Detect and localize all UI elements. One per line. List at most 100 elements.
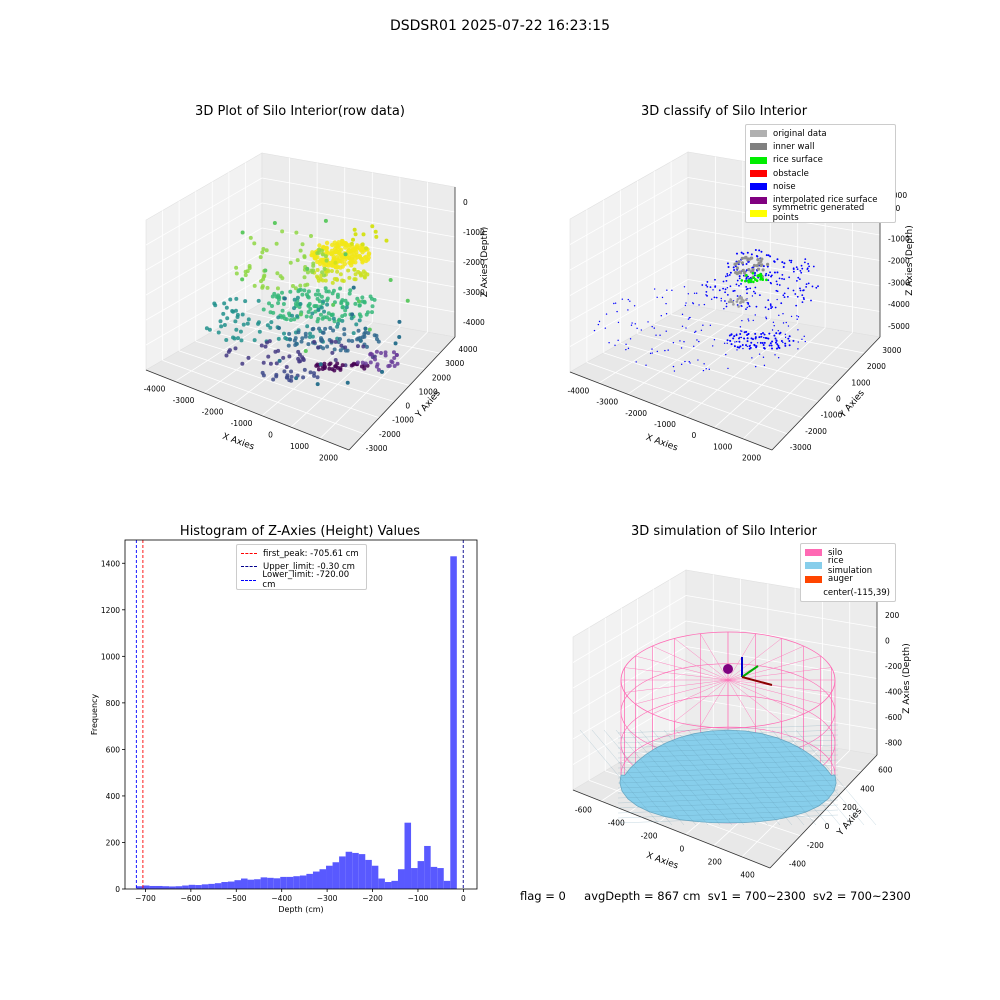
data-point bbox=[333, 339, 338, 344]
data-point bbox=[767, 279, 770, 282]
data-point bbox=[263, 268, 268, 273]
data-point bbox=[698, 304, 700, 306]
z-tick-label: -200 bbox=[885, 662, 902, 671]
data-point bbox=[771, 329, 774, 331]
legend-entry: Lower_limit: -720.00 cm bbox=[241, 570, 361, 590]
grid-line bbox=[603, 352, 803, 419]
data-point bbox=[290, 284, 295, 289]
grid-line bbox=[569, 202, 689, 271]
data-point bbox=[329, 339, 334, 344]
data-point bbox=[363, 271, 368, 276]
data-point bbox=[735, 283, 738, 286]
data-point bbox=[778, 277, 781, 280]
data-point bbox=[353, 272, 358, 277]
data-point bbox=[364, 246, 369, 251]
data-point bbox=[373, 229, 378, 234]
data-point bbox=[787, 287, 790, 290]
data-point bbox=[306, 309, 311, 314]
data-point bbox=[276, 315, 281, 320]
data-point bbox=[629, 338, 632, 340]
data-point bbox=[343, 348, 348, 353]
data-point bbox=[257, 329, 262, 334]
data-point bbox=[331, 254, 336, 260]
data-point bbox=[702, 324, 704, 326]
data-point bbox=[346, 338, 351, 343]
data-point bbox=[302, 254, 307, 259]
data-point bbox=[265, 285, 270, 290]
data-point bbox=[315, 375, 320, 380]
data-point bbox=[306, 303, 311, 308]
rice-mesh-line bbox=[617, 779, 839, 789]
data-point bbox=[765, 317, 768, 320]
data-point bbox=[288, 317, 293, 322]
data-point bbox=[746, 251, 749, 254]
data-point bbox=[247, 263, 252, 268]
data-point bbox=[748, 320, 750, 322]
data-point bbox=[736, 295, 739, 297]
data-point bbox=[767, 254, 770, 257]
legend-label: silo bbox=[828, 547, 843, 558]
rice-surface-shape bbox=[619, 729, 837, 824]
data-point bbox=[324, 240, 330, 246]
data-point bbox=[222, 323, 227, 328]
data-point bbox=[805, 285, 808, 288]
data-point bbox=[342, 332, 347, 337]
data-point bbox=[726, 342, 728, 344]
data-point bbox=[308, 306, 313, 311]
data-point bbox=[744, 298, 748, 302]
data-point bbox=[763, 346, 766, 349]
data-point bbox=[232, 336, 237, 341]
data-point bbox=[788, 339, 791, 342]
data-point bbox=[234, 265, 239, 270]
data-point bbox=[311, 326, 316, 331]
data-point bbox=[792, 267, 795, 270]
data-point bbox=[349, 241, 354, 246]
data-point bbox=[747, 268, 751, 272]
data-point bbox=[747, 332, 750, 335]
data-point bbox=[274, 241, 279, 246]
data-point bbox=[784, 333, 787, 336]
data-point bbox=[803, 335, 805, 338]
data-point bbox=[321, 244, 326, 250]
silo-spoke bbox=[674, 638, 729, 681]
data-point bbox=[634, 323, 636, 325]
data-point bbox=[346, 248, 351, 254]
data-point bbox=[269, 303, 274, 308]
silo-spoke bbox=[624, 667, 729, 681]
data-point bbox=[732, 290, 735, 292]
y-tick-label: 200 bbox=[842, 803, 857, 812]
legend-swatch bbox=[805, 575, 822, 583]
data-point bbox=[739, 332, 742, 335]
data-point bbox=[792, 339, 795, 342]
data-point bbox=[629, 300, 631, 302]
data-point bbox=[752, 263, 757, 268]
data-point bbox=[324, 258, 329, 263]
hist-bar bbox=[201, 884, 209, 889]
data-point bbox=[317, 292, 322, 297]
z-tick-label: 1000 bbox=[888, 191, 907, 200]
data-point bbox=[295, 258, 300, 263]
rice-mesh-line bbox=[675, 729, 757, 826]
hist-bar bbox=[260, 877, 268, 889]
sv2-text: sv2 = 700~2300 bbox=[812, 889, 911, 903]
hist-bar bbox=[149, 885, 156, 889]
data-point bbox=[305, 282, 310, 287]
data-point bbox=[330, 312, 335, 317]
data-point bbox=[224, 353, 229, 358]
data-point bbox=[755, 264, 759, 268]
data-point bbox=[295, 314, 300, 319]
data-point bbox=[735, 272, 739, 276]
legend-swatch bbox=[750, 170, 767, 178]
data-point bbox=[245, 321, 250, 326]
hist-bar bbox=[437, 868, 444, 889]
data-point bbox=[781, 273, 784, 276]
data-point bbox=[788, 335, 791, 338]
data-point bbox=[748, 345, 751, 348]
data-point bbox=[631, 322, 633, 324]
data-point bbox=[790, 315, 793, 318]
status-line: flag = 0 avgDepth = 867 cm sv1 = 700~230… bbox=[520, 889, 911, 903]
data-point bbox=[738, 340, 741, 343]
data-point bbox=[769, 303, 772, 306]
data-point bbox=[312, 371, 317, 376]
hist-bar bbox=[443, 880, 451, 889]
